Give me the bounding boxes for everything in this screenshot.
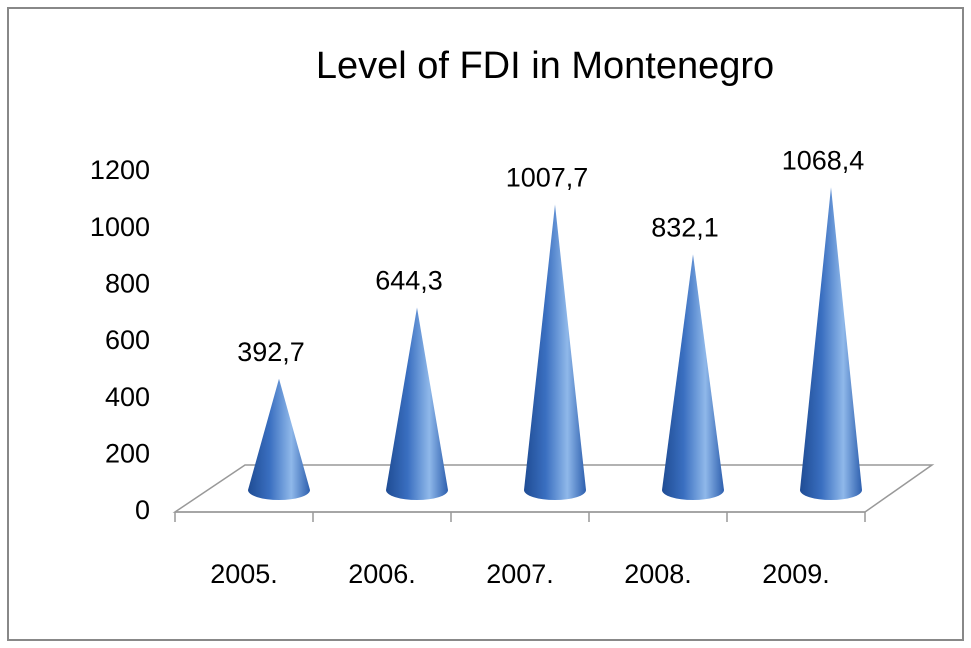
- x-tick-label: 2007.: [486, 559, 554, 589]
- x-tick-label: 2006.: [348, 559, 416, 589]
- cone: [662, 254, 724, 500]
- value-label: 1068,4: [782, 145, 865, 175]
- y-tick-label: 0: [135, 495, 150, 525]
- x-tick-label: 2005.: [210, 559, 278, 589]
- chart-frame: [7, 7, 964, 641]
- cone: [800, 187, 862, 500]
- y-tick-label: 200: [105, 438, 150, 468]
- x-tick-label: 2009.: [762, 559, 830, 589]
- value-label: 392,7: [237, 337, 305, 367]
- y-tick-label: 1000: [90, 212, 150, 242]
- x-tick-label: 2008.: [624, 559, 692, 589]
- value-label: 644,3: [375, 266, 443, 296]
- cone: [248, 378, 310, 500]
- y-tick-label: 800: [105, 268, 150, 298]
- y-tick-label: 1200: [90, 155, 150, 185]
- y-tick-label: 400: [105, 382, 150, 412]
- chart-title: Level of FDI in Montenegro: [316, 45, 774, 87]
- value-label: 1007,7: [506, 163, 589, 193]
- cone: [524, 204, 586, 501]
- value-label: 832,1: [651, 212, 719, 242]
- cone: [386, 307, 448, 500]
- y-tick-label: 600: [105, 325, 150, 355]
